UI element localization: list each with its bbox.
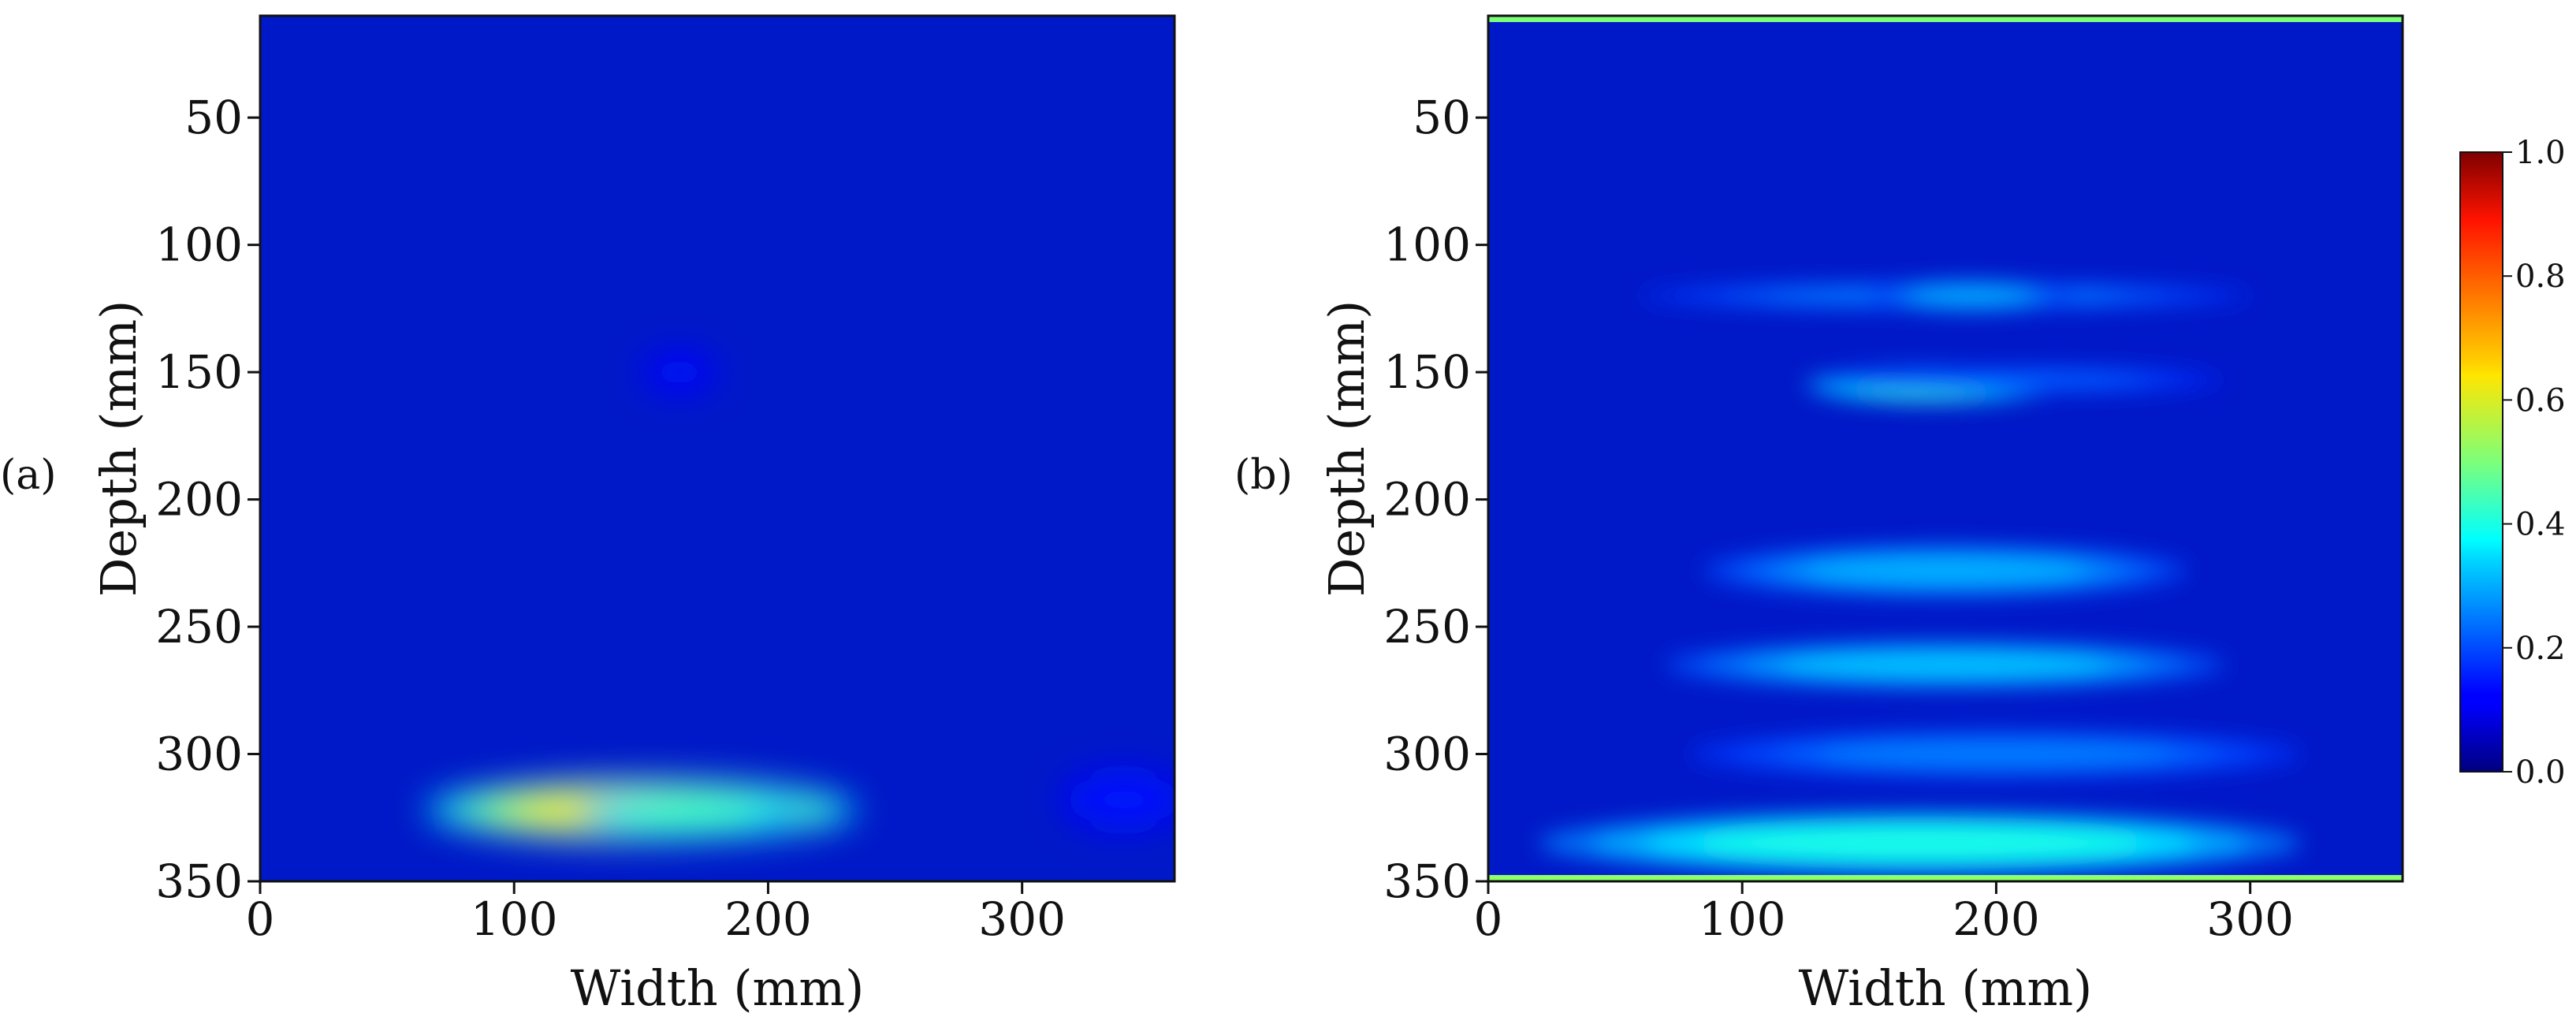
panel-a-heat-blob-3-layer-3 bbox=[657, 359, 702, 385]
colorbar-gradient bbox=[2459, 151, 2503, 773]
panel-a-ytick-label: 250 bbox=[155, 600, 243, 653]
panel-b-heat-blob-6-layer-3 bbox=[1817, 739, 2176, 769]
panel-b-ytick-label: 150 bbox=[1383, 345, 1471, 399]
panel-b-heat-blob-3-layer-3 bbox=[1902, 371, 2142, 388]
colorbar-tick-label: 1.0 bbox=[2515, 135, 2566, 171]
panel-a-heatmap-background bbox=[260, 16, 1174, 881]
panel-b-xtick-label: 200 bbox=[1952, 892, 2040, 946]
colorbar: 0.0 0.2 0.4 0.6 0.8 1.0 bbox=[2459, 135, 2566, 791]
panel-a-xtick-label: 300 bbox=[978, 892, 1066, 946]
panel-a-ytick-label: 200 bbox=[155, 473, 243, 527]
panel-b-label: (b) bbox=[1234, 452, 1293, 499]
panel-b-ytick-label: 300 bbox=[1383, 728, 1471, 781]
panel-a-xlabel: Width (mm) bbox=[571, 959, 865, 1017]
panel-b-ytick-label: 250 bbox=[1383, 600, 1471, 653]
panel-a-label: (a) bbox=[0, 452, 57, 499]
panel-b-heat-blob-7-layer-3 bbox=[1696, 824, 2144, 862]
panel-a-heat-blob-1-layer-3 bbox=[624, 799, 759, 825]
panel-a-xtick-label: 0 bbox=[246, 892, 275, 946]
panel-b-bottom-edge-highlight bbox=[1488, 875, 2403, 881]
panel-a-ytick-label: 50 bbox=[184, 91, 243, 144]
colorbar-ticks: 0.0 0.2 0.4 0.6 0.8 1.0 bbox=[2503, 135, 2566, 791]
panel-b-heat-blob-1-layer-3 bbox=[1911, 286, 2031, 306]
colorbar-tick-label: 0.8 bbox=[2515, 259, 2566, 295]
panel-b-top-edge-highlight bbox=[1488, 16, 2403, 22]
panel-a-frame bbox=[259, 14, 1176, 883]
panel-a-ytick-label: 300 bbox=[155, 728, 243, 781]
panel-b-frame bbox=[1487, 14, 2404, 883]
panel-b-y-axis: 50 100 150 200 250 300 350 bbox=[1383, 91, 1488, 908]
panel-a-ytick-label: 350 bbox=[155, 855, 243, 908]
panel-b-xtick-label: 100 bbox=[1699, 892, 1786, 946]
panel-a-ytick-label: 100 bbox=[155, 218, 243, 272]
panel-a: (a) 50 100 150 200 250 300 350 0 100 200 300 Widt… bbox=[0, 14, 1176, 1017]
panel-b-heat-blob-5-layer-3 bbox=[1781, 650, 2110, 680]
colorbar-tick-label: 0.6 bbox=[2515, 382, 2566, 419]
panel-b-x-axis: 0 100 200 300 bbox=[1474, 881, 2294, 946]
panel-a-heat-blob-2-layer-3 bbox=[1086, 780, 1161, 819]
colorbar-tick-label: 0.2 bbox=[2515, 631, 2566, 667]
panel-b-ytick-label: 100 bbox=[1383, 218, 1471, 272]
panel-a-xtick-label: 200 bbox=[724, 892, 812, 946]
panel-b-ylabel: Depth (mm) bbox=[1318, 300, 1375, 598]
panel-b-ytick-label: 50 bbox=[1413, 91, 1471, 144]
panel-b-heat-blob-4-layer-3 bbox=[1804, 554, 2087, 587]
panel-b-ytick-label: 200 bbox=[1383, 473, 1471, 527]
panel-b: (b) 50 100 150 200 250 300 350 0 100 200 300 Widt… bbox=[1234, 14, 2404, 1017]
panel-a-y-axis: 50 100 150 200 250 300 350 bbox=[155, 91, 260, 908]
colorbar-tick-label: 0.0 bbox=[2515, 754, 2566, 791]
colorbar-tick-label: 0.4 bbox=[2515, 507, 2566, 543]
panel-b-xtick-label: 0 bbox=[1474, 892, 1503, 946]
panel-a-ylabel: Depth (mm) bbox=[90, 300, 147, 598]
panel-a-x-axis: 0 100 200 300 bbox=[246, 881, 1066, 946]
panel-b-ytick-label: 350 bbox=[1383, 855, 1471, 908]
panel-a-xtick-label: 100 bbox=[471, 892, 558, 946]
panel-a-ytick-label: 150 bbox=[155, 345, 243, 399]
panel-b-xlabel: Width (mm) bbox=[1799, 959, 2093, 1017]
panel-b-xtick-label: 300 bbox=[2206, 892, 2294, 946]
panel-a-heatmap bbox=[425, 352, 1174, 841]
panel-b-heatmap bbox=[1539, 280, 2302, 874]
